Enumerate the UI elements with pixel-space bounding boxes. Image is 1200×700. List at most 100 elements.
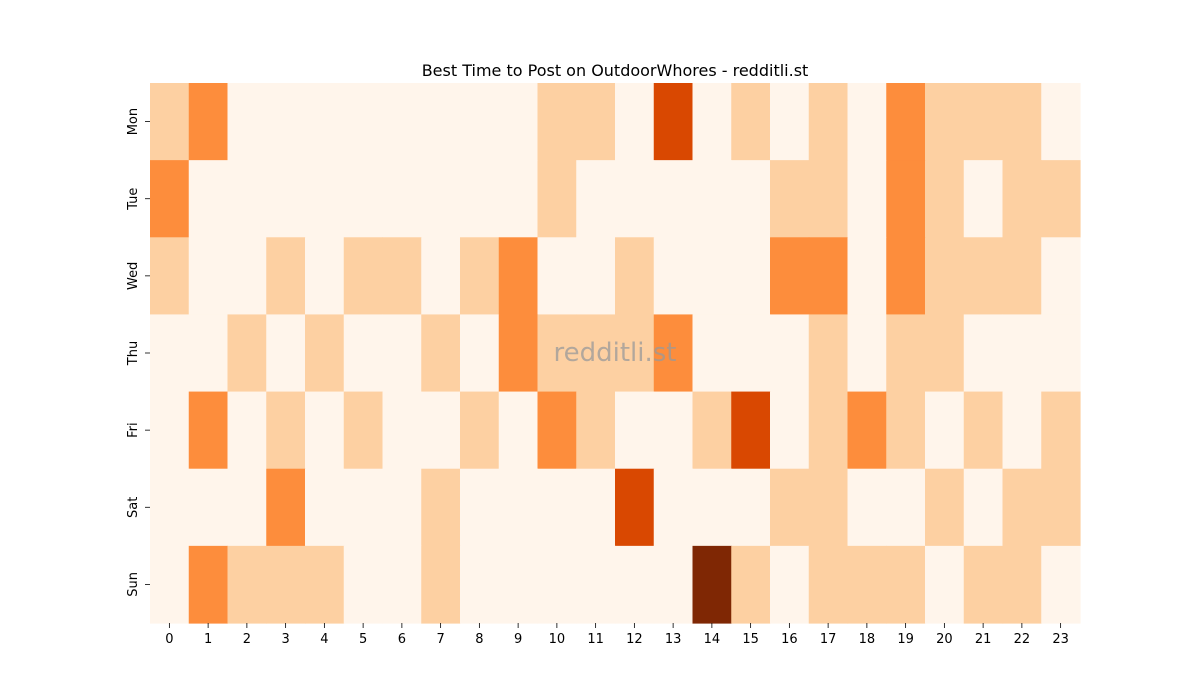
heatmap-cell-fri-0 [150, 391, 190, 470]
heatmap-cell-sat-5 [343, 468, 384, 547]
y-tick-label: Thu [126, 341, 141, 366]
heatmap-cell-thu-9 [498, 314, 539, 393]
heatmap-cell-tue-11 [576, 160, 616, 238]
heatmap-cell-mon-21 [963, 83, 1004, 161]
heatmap-cell-sun-12 [615, 545, 655, 624]
heatmap-cell-tue-23 [1041, 160, 1081, 238]
heatmap-cell-thu-19 [886, 314, 926, 393]
heatmap-cell-wed-14 [692, 237, 732, 316]
heatmap-cell-fri-9 [498, 391, 539, 470]
heatmap-cell-fri-23 [1041, 391, 1081, 470]
x-tick-label: 7 [436, 632, 444, 647]
heatmap-cell-sat-10 [537, 468, 577, 547]
heatmap-cell-thu-18 [847, 314, 887, 393]
heatmap-cell-sat-1 [188, 468, 229, 547]
heatmap-cell-sat-12 [615, 468, 655, 547]
heatmap-cell-sat-20 [925, 468, 965, 547]
heatmap-cell-fri-15 [731, 391, 771, 470]
heatmap-cell-mon-4 [305, 83, 345, 161]
heatmap-cell-thu-8 [460, 314, 500, 393]
heatmap-cell-sat-23 [1041, 468, 1081, 547]
heatmap-cell-fri-8 [460, 391, 500, 470]
y-tick-label: Fri [126, 422, 141, 438]
heatmap-cell-mon-6 [382, 83, 422, 161]
heatmap-cell-tue-5 [343, 160, 384, 238]
heatmap-cell-fri-16 [770, 391, 810, 470]
heatmap-cell-thu-13 [653, 314, 694, 393]
heatmap-cell-fri-18 [847, 391, 887, 470]
heatmap-cell-tue-18 [847, 160, 887, 238]
chart-title: Best Time to Post on OutdoorWhores - red… [422, 61, 809, 80]
heatmap-cell-sat-7 [421, 468, 461, 547]
heatmap-cell-sun-18 [847, 545, 887, 624]
heatmap-cell-sun-6 [382, 545, 422, 624]
heatmap-cell-sat-8 [460, 468, 500, 547]
heatmap-cell-sat-2 [227, 468, 267, 547]
heatmap-cell-wed-20 [925, 237, 965, 316]
heatmap-cell-tue-8 [460, 160, 500, 238]
y-tick-label: Mon [126, 108, 141, 135]
heatmap-cell-wed-0 [150, 237, 190, 316]
heatmap-cell-sun-16 [770, 545, 810, 624]
heatmap-cell-wed-17 [808, 237, 849, 316]
heatmap-cell-wed-7 [421, 237, 461, 316]
heatmap-cell-wed-21 [963, 237, 1004, 316]
heatmap-cell-sat-22 [1002, 468, 1042, 547]
heatmap-cell-sat-4 [305, 468, 345, 547]
heatmap-cell-sat-16 [770, 468, 810, 547]
heatmap-cell-sat-11 [576, 468, 616, 547]
heatmap-cell-sun-21 [963, 545, 1004, 624]
heatmap-cell-fri-22 [1002, 391, 1042, 470]
heatmap-cell-tue-22 [1002, 160, 1042, 238]
heatmap-cell-tue-16 [770, 160, 810, 238]
x-tick-label: 2 [243, 632, 251, 647]
heatmap-cell-wed-9 [498, 237, 539, 316]
heatmap-cell-sun-7 [421, 545, 461, 624]
heatmap-cell-wed-5 [343, 237, 384, 316]
heatmap-cell-sun-14 [692, 545, 732, 624]
x-tick-label: 8 [475, 632, 483, 647]
heatmap-cell-wed-11 [576, 237, 616, 316]
heatmap-cell-mon-9 [498, 83, 539, 161]
heatmap-cell-mon-0 [150, 83, 190, 161]
heatmap-cell-sun-19 [886, 545, 926, 624]
heatmap-cell-thu-2 [227, 314, 267, 393]
heatmap-cell-mon-13 [653, 83, 694, 161]
heatmap-cell-sat-0 [150, 468, 190, 547]
heatmap-cell-mon-15 [731, 83, 771, 161]
y-axis: Mon Tue Wed Thu Fri Sat Sun [126, 108, 150, 597]
heatmap-cell-thu-16 [770, 314, 810, 393]
heatmap-cell-wed-4 [305, 237, 345, 316]
heatmap-cell-fri-11 [576, 391, 616, 470]
heatmap-cell-thu-4 [305, 314, 345, 393]
heatmap-cell-fri-20 [925, 391, 965, 470]
heatmap-cell-tue-3 [266, 160, 306, 238]
heatmap-cell-thu-1 [188, 314, 229, 393]
y-tick-label: Tue [126, 188, 141, 211]
heatmap-cell-sun-8 [460, 545, 500, 624]
heatmap-cell-sun-17 [808, 545, 849, 624]
heatmap-cell-mon-12 [615, 83, 655, 161]
heatmap-cell-fri-10 [537, 391, 577, 470]
heatmap-cell-fri-12 [615, 391, 655, 470]
heatmap-cell-thu-20 [925, 314, 965, 393]
heatmap-cell-sun-2 [227, 545, 267, 624]
heatmap-cell-thu-23 [1041, 314, 1081, 393]
heatmap-cell-mon-17 [808, 83, 849, 161]
heatmap-cell-wed-6 [382, 237, 422, 316]
heatmap-cell-sat-18 [847, 468, 887, 547]
y-tick-label: Sat [126, 497, 141, 518]
heatmap-cell-sun-4 [305, 545, 345, 624]
heatmap-cell-thu-7 [421, 314, 461, 393]
heatmap-cell-mon-11 [576, 83, 616, 161]
heatmap-cell-thu-3 [266, 314, 306, 393]
x-tick-label: 6 [398, 632, 406, 647]
heatmap-cell-tue-15 [731, 160, 771, 238]
heatmap-cell-sun-9 [498, 545, 539, 624]
heatmap-cell-wed-16 [770, 237, 810, 316]
heatmap-cell-mon-23 [1041, 83, 1081, 161]
x-tick-label: 0 [165, 632, 173, 647]
heatmap-cell-sun-5 [343, 545, 384, 624]
